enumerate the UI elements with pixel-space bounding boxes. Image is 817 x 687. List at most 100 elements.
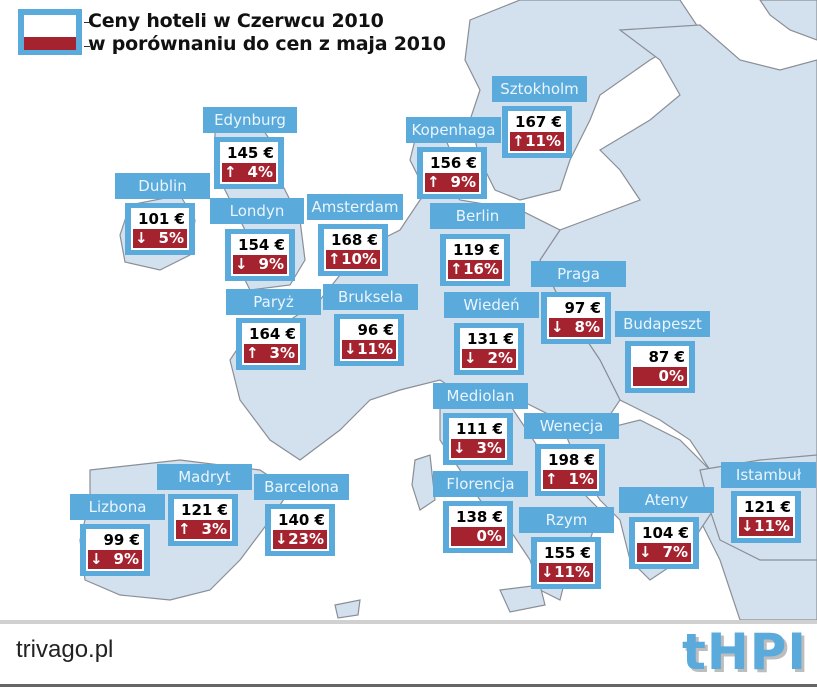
trend-arrow-icon: ↓ bbox=[135, 229, 148, 247]
city-label-ateny: Ateny bbox=[619, 487, 714, 513]
price-box-bruksela: 96 € ↓ 11% bbox=[334, 314, 404, 366]
change-badge: ↓ 2% bbox=[462, 349, 516, 368]
price-box-inner: 96 € ↓ 11% bbox=[340, 319, 398, 361]
price-box-sztokholm: 167 € ↑ 11% bbox=[502, 106, 572, 158]
trend-arrow-icon: ↓ bbox=[275, 530, 288, 548]
price-box-inner: 97 € ↓ 8% bbox=[547, 297, 605, 339]
trend-arrow-icon: ↓ bbox=[464, 349, 477, 367]
price-value: 119 € bbox=[453, 241, 500, 259]
price-box-inner: 140 € ↓ 23% bbox=[271, 509, 329, 551]
city-label-kopenhaga: Kopenhaga bbox=[406, 117, 501, 143]
price-value: 101 € bbox=[138, 210, 185, 228]
price-box-berlin: 119 € ↑ 16% bbox=[440, 234, 510, 286]
price-box-barcelona: 140 € ↓ 23% bbox=[265, 504, 335, 556]
change-badge: ↓ 3% bbox=[451, 439, 505, 458]
change-badge: 0% bbox=[451, 527, 505, 546]
change-badge: ↓ 23% bbox=[273, 530, 327, 549]
price-box-madryt: 121 € ↑ 3% bbox=[168, 494, 238, 546]
trend-arrow-icon: ↓ bbox=[541, 563, 554, 581]
trend-arrow-icon: ↑ bbox=[450, 260, 463, 278]
city-label-wenecja: Wenecja bbox=[524, 413, 619, 439]
city-label-amsterdam: Amsterdam bbox=[307, 194, 403, 220]
price-value: 111 € bbox=[456, 420, 503, 438]
price-value: 155 € bbox=[544, 544, 591, 562]
price-box-inner: 145 € ↑ 4% bbox=[220, 142, 278, 184]
legend-title-line1: Ceny hoteli w Czerwcu 2010 bbox=[88, 10, 384, 32]
change-percent: 11% bbox=[754, 517, 790, 535]
price-box-inner: 121 € ↑ 3% bbox=[174, 499, 232, 541]
trend-arrow-icon: ↑ bbox=[512, 132, 525, 150]
city-label-bruksela: Bruksela bbox=[323, 284, 418, 310]
price-value: 168 € bbox=[331, 231, 378, 249]
change-badge: ↑ 16% bbox=[448, 260, 502, 279]
change-badge: ↓ 5% bbox=[133, 229, 187, 248]
price-box-wieden: 131 € ↓ 2% bbox=[454, 323, 524, 375]
price-box-inner: 131 € ↓ 2% bbox=[460, 328, 518, 370]
price-value: 99 € bbox=[103, 531, 140, 549]
price-box-florencja: 138 €0% bbox=[443, 501, 513, 553]
trend-arrow-icon: ↑ bbox=[427, 173, 440, 191]
price-box-budapeszt: 87 €0% bbox=[625, 341, 695, 393]
change-badge: ↑ 1% bbox=[543, 470, 597, 489]
change-percent: 11% bbox=[357, 340, 393, 358]
trend-arrow-icon: ↓ bbox=[741, 517, 754, 535]
price-value: 87 € bbox=[648, 348, 685, 366]
change-percent: 0% bbox=[476, 527, 502, 545]
city-label-rzym: Rzym bbox=[519, 507, 614, 533]
city-label-edynburg: Edynburg bbox=[203, 107, 297, 133]
price-value: 145 € bbox=[227, 144, 274, 162]
price-box-inner: 121 € ↓ 11% bbox=[737, 496, 795, 538]
price-value: 104 € bbox=[642, 524, 689, 542]
trend-arrow-icon: ↓ bbox=[453, 439, 466, 457]
price-box-inner: 164 € ↑ 3% bbox=[242, 323, 300, 365]
city-label-wieden: Wiedeń bbox=[444, 292, 539, 318]
city-label-sztokholm: Sztokholm bbox=[492, 76, 587, 102]
trend-arrow-icon: ↑ bbox=[246, 344, 259, 362]
trend-arrow-icon: ↑ bbox=[328, 250, 341, 268]
change-percent: 9% bbox=[113, 550, 139, 568]
trend-arrow-icon: ↓ bbox=[551, 318, 564, 336]
price-box-londyn: 154 € ↓ 9% bbox=[225, 229, 295, 281]
change-badge: ↑ 3% bbox=[244, 344, 298, 363]
price-value: 97 € bbox=[564, 299, 601, 317]
change-badge: ↓ 7% bbox=[637, 543, 691, 562]
change-badge: ↓ 8% bbox=[549, 318, 603, 337]
change-badge: ↑ 9% bbox=[425, 173, 479, 192]
price-box-lizbona: 99 € ↓ 9% bbox=[80, 524, 150, 576]
change-percent: 4% bbox=[247, 163, 273, 181]
change-badge: ↓ 11% bbox=[539, 563, 593, 582]
footer-bottom-border bbox=[0, 684, 817, 687]
price-box-kopenhaga: 156 € ↑ 9% bbox=[417, 147, 487, 199]
trend-arrow-icon: ↑ bbox=[224, 163, 237, 181]
price-box-inner: 198 € ↑ 1% bbox=[541, 449, 599, 491]
city-label-londyn: Londyn bbox=[210, 198, 304, 224]
price-value: 121 € bbox=[744, 498, 791, 516]
legend-title-line2: w porównaniu do cen z maja 2010 bbox=[88, 33, 446, 55]
city-label-barcelona: Barcelona bbox=[254, 474, 349, 500]
price-box-ateny: 104 € ↓ 7% bbox=[629, 517, 699, 569]
change-percent: 23% bbox=[288, 530, 324, 548]
price-box-inner: 119 € ↑ 16% bbox=[446, 239, 504, 281]
city-label-dublin: Dublin bbox=[115, 173, 210, 199]
trend-arrow-icon: ↓ bbox=[235, 255, 248, 273]
thpi-logo: tHPI bbox=[682, 623, 807, 681]
city-label-madryt: Madryt bbox=[157, 464, 252, 490]
price-value: 167 € bbox=[515, 113, 562, 131]
price-box-inner: 87 €0% bbox=[631, 346, 689, 388]
change-badge: ↑ 3% bbox=[176, 520, 230, 539]
price-box-edynburg: 145 € ↑ 4% bbox=[214, 137, 284, 189]
change-percent: 2% bbox=[487, 349, 513, 367]
change-percent: 8% bbox=[574, 318, 600, 336]
footer-divider bbox=[0, 620, 817, 624]
change-percent: 3% bbox=[201, 520, 227, 538]
legend-tick bbox=[84, 46, 90, 47]
price-box-inner: 111 € ↓ 3% bbox=[449, 418, 507, 460]
price-value: 138 € bbox=[456, 508, 503, 526]
price-box-inner: 101 € ↓ 5% bbox=[131, 208, 189, 250]
city-label-praga: Praga bbox=[531, 261, 626, 287]
change-badge: ↓ 9% bbox=[88, 550, 142, 569]
change-badge: ↑ 4% bbox=[222, 163, 276, 182]
price-box-inner: 155 € ↓ 11% bbox=[537, 542, 595, 584]
city-label-istambu: Istambuł bbox=[721, 462, 816, 488]
price-box-inner: 99 € ↓ 9% bbox=[86, 529, 144, 571]
